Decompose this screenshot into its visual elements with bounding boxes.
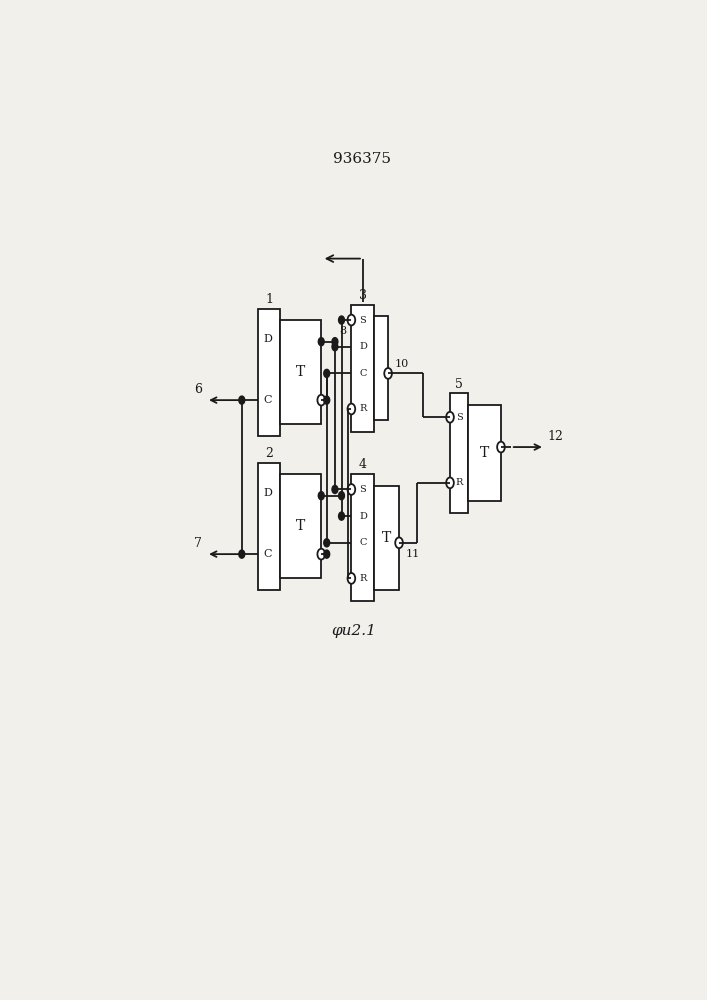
Text: 10: 10: [395, 359, 409, 369]
Circle shape: [348, 315, 355, 325]
Circle shape: [332, 343, 338, 351]
Circle shape: [332, 338, 338, 346]
Circle shape: [395, 537, 403, 548]
Bar: [468, 405, 501, 501]
Circle shape: [497, 442, 505, 452]
Bar: [375, 316, 388, 420]
Text: T: T: [296, 519, 305, 533]
Text: S: S: [360, 316, 366, 325]
Text: 5: 5: [455, 378, 463, 391]
Text: C: C: [264, 395, 272, 405]
Circle shape: [446, 477, 454, 488]
Circle shape: [324, 396, 329, 404]
Circle shape: [348, 484, 355, 495]
Text: C: C: [264, 549, 272, 559]
Bar: [450, 393, 468, 513]
Circle shape: [339, 316, 344, 324]
Circle shape: [239, 396, 245, 404]
Text: 12: 12: [547, 430, 563, 443]
Circle shape: [239, 550, 245, 558]
Bar: [258, 309, 280, 436]
Bar: [351, 474, 375, 601]
Text: 3: 3: [359, 289, 367, 302]
Bar: [351, 305, 375, 432]
Text: φu2.1: φu2.1: [332, 624, 377, 638]
Bar: [258, 463, 280, 590]
Text: 7: 7: [194, 537, 202, 550]
Text: 6: 6: [194, 383, 202, 396]
Bar: [280, 474, 321, 578]
Text: 4: 4: [359, 458, 367, 471]
Circle shape: [348, 573, 355, 584]
Text: R: R: [359, 574, 366, 583]
Circle shape: [324, 539, 329, 547]
Circle shape: [319, 338, 324, 346]
Text: S: S: [360, 485, 366, 494]
Circle shape: [317, 549, 325, 560]
Text: T: T: [296, 365, 305, 379]
Text: S: S: [456, 413, 462, 422]
Text: C: C: [359, 538, 366, 547]
Text: 8: 8: [339, 326, 346, 336]
Circle shape: [317, 395, 325, 406]
Text: 1: 1: [265, 293, 273, 306]
Text: R: R: [455, 478, 463, 487]
Text: D: D: [359, 342, 367, 351]
Text: D: D: [359, 512, 367, 521]
Circle shape: [339, 492, 344, 500]
Text: R: R: [359, 404, 366, 413]
Circle shape: [319, 492, 324, 500]
Circle shape: [332, 486, 338, 493]
Bar: [375, 486, 399, 590]
Text: D: D: [264, 488, 272, 498]
Text: 11: 11: [406, 549, 420, 559]
Circle shape: [385, 368, 392, 379]
Text: T: T: [382, 531, 392, 545]
Circle shape: [348, 404, 355, 414]
Circle shape: [324, 370, 329, 377]
Text: C: C: [359, 369, 366, 378]
Text: 2: 2: [265, 447, 273, 460]
Circle shape: [339, 512, 344, 520]
Text: 936375: 936375: [333, 152, 392, 166]
Text: D: D: [264, 334, 272, 344]
Circle shape: [324, 550, 329, 558]
Circle shape: [446, 412, 454, 423]
Text: T: T: [480, 446, 489, 460]
Bar: [280, 320, 321, 424]
